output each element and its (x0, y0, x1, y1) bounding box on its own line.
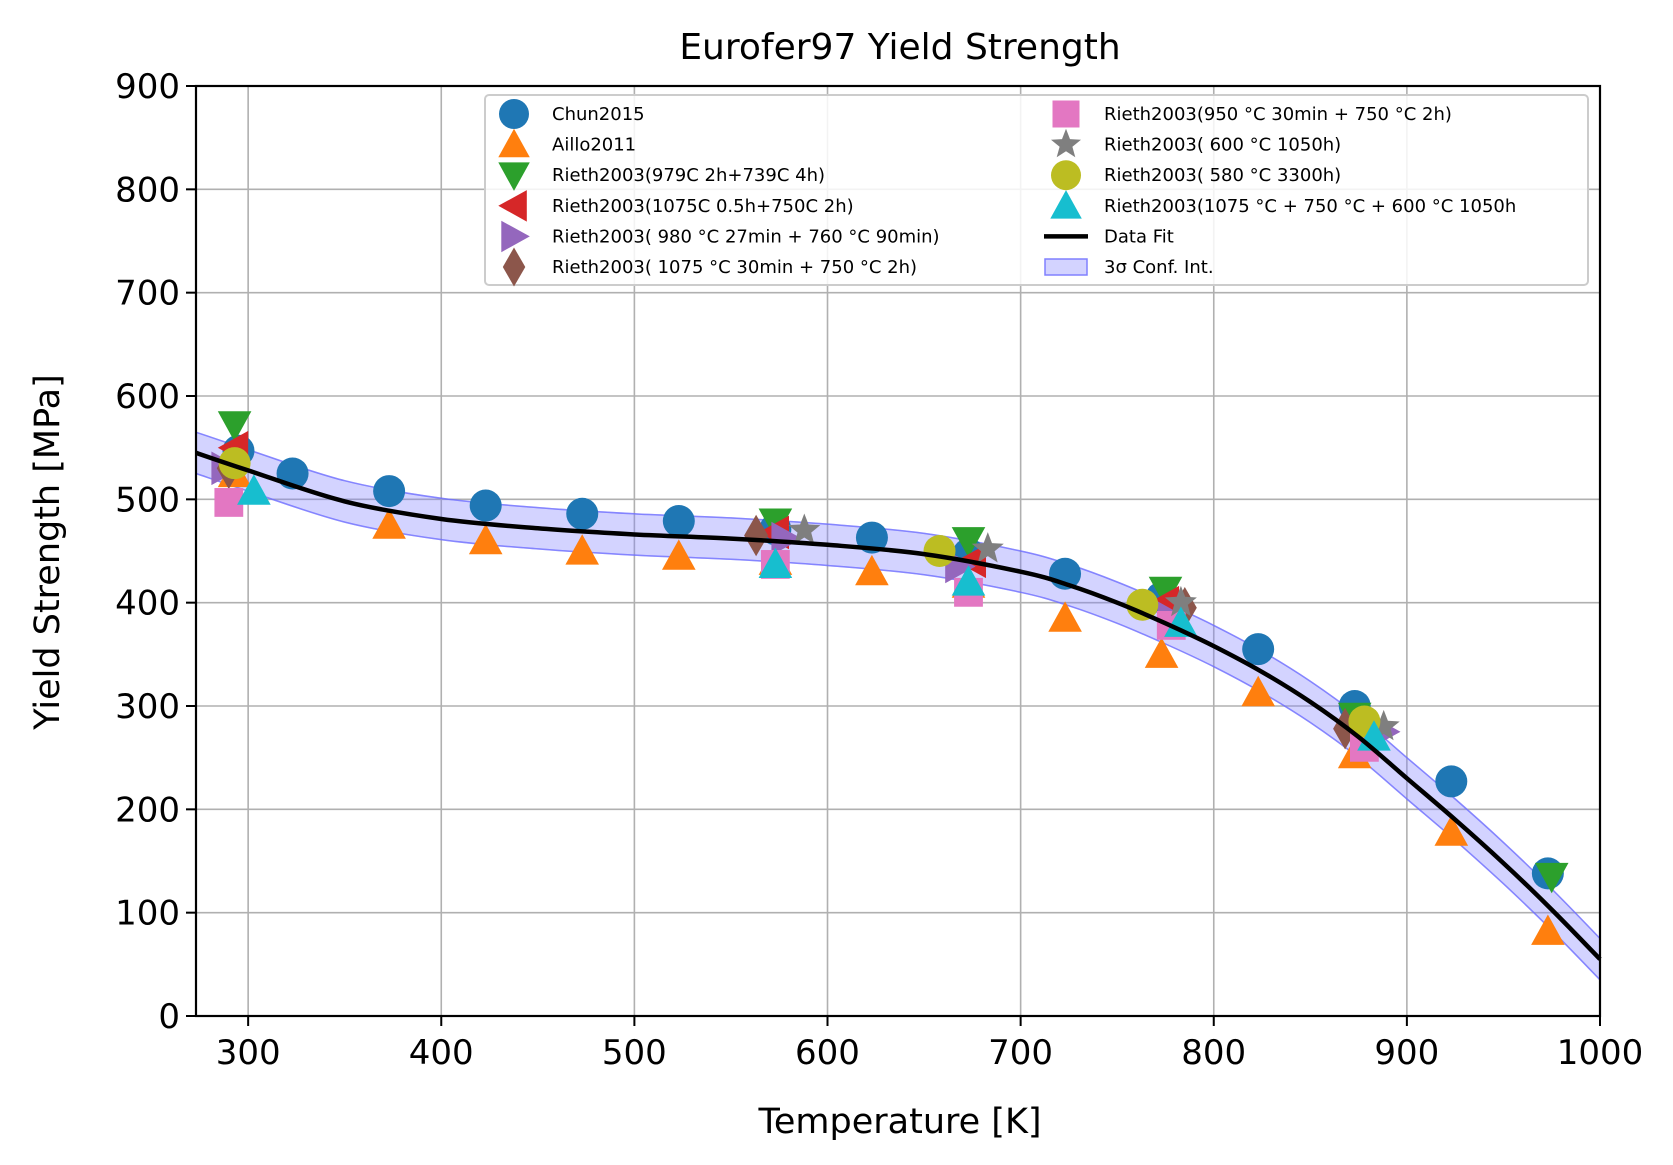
legend-label: Rieth2003(1075C 0.5h+750C 2h) (552, 196, 854, 217)
data-point-series-2 (1434, 815, 1469, 846)
x-tick-label: 500 (602, 1033, 667, 1073)
data-point-series-1 (662, 505, 695, 538)
x-tick-label: 900 (1374, 1033, 1439, 1073)
data-point-series-3 (217, 411, 252, 442)
y-tick-label: 600 (115, 377, 180, 417)
x-tick-label: 400 (409, 1033, 474, 1073)
legend-label: Rieth2003(979C 2h+739C 4h) (552, 165, 825, 186)
data-point-series-9 (1126, 588, 1159, 621)
legend-box (484, 94, 1589, 286)
legend-marker (1051, 160, 1081, 191)
legend-label: 3σ Conf. Int. (1104, 257, 1214, 278)
legend-marker (499, 99, 529, 129)
data-point-series-5 (771, 521, 802, 556)
y-tick-label: 800 (115, 170, 180, 210)
y-tick-label: 200 (115, 790, 180, 830)
legend-marker (1051, 128, 1081, 158)
legend: Chun2015 Aillo2011 Rieth2003(979C 2h+739C … (484, 94, 1589, 287)
data-point-series-8 (788, 513, 821, 544)
data-point-series-1 (566, 497, 599, 530)
legend-marker (502, 247, 526, 287)
legend-label: Rieth2003(1075 °C + 750 °C + 600 °C 1050… (1104, 196, 1516, 217)
y-tick-label: 500 (115, 480, 180, 520)
data-point-series-2 (468, 523, 503, 555)
legend-label: Rieth2003(950 °C 30min + 750 °C 2h) (1104, 104, 1452, 125)
data-point-series-1 (1242, 633, 1275, 666)
legend-marker (1050, 190, 1082, 219)
x-axis-title: Temperature [K] (757, 1102, 1041, 1142)
y-tick-label: 300 (115, 687, 180, 727)
data-point-series-1 (373, 475, 406, 508)
data-point-series-2 (662, 539, 696, 570)
data-point-series-9 (218, 447, 251, 480)
chart-title: Eurofer97 Yield Strength (679, 27, 1120, 68)
data-point-series-10 (951, 565, 986, 596)
y-tick-label: 400 (115, 584, 180, 624)
legend-marker (501, 220, 530, 253)
data-point-series-10 (237, 474, 271, 505)
legend-marker (1052, 100, 1080, 128)
y-tick-label: 700 (115, 274, 180, 314)
data-point-series-8 (971, 532, 1004, 563)
data-point-series-2 (372, 508, 406, 539)
legend-marker (498, 128, 530, 158)
x-tick-label: 1000 (1557, 1033, 1644, 1073)
data-point-series-10 (1164, 606, 1198, 637)
data-point-series-3 (951, 527, 986, 558)
data-point-series-8 (1164, 585, 1197, 617)
x-tick-label: 300 (216, 1033, 281, 1073)
y-tick-label: 100 (115, 894, 180, 934)
data-point-series-2 (1144, 637, 1179, 668)
x-tick-label: 600 (795, 1033, 860, 1073)
x-tick-label: 800 (1181, 1033, 1246, 1073)
data-point-series-2 (1241, 675, 1275, 707)
y-tick-label: 900 (115, 67, 180, 107)
fit-line (195, 450, 1602, 961)
fit-line-layer (195, 450, 1602, 961)
data-point-series-6 (744, 514, 769, 557)
y-tick-label: 0 (158, 997, 180, 1037)
legend-label: Chun2015 (552, 104, 645, 125)
data-point-series-2 (1048, 601, 1082, 632)
data-point-series-2 (855, 554, 889, 586)
legend-label: Data Fit (1104, 226, 1174, 247)
y-axis-title: Yield Strength [MPa] (28, 374, 68, 730)
legend-label: Rieth2003( 1075 °C 30min + 750 °C 2h) (552, 257, 917, 278)
data-point-series-1 (1435, 765, 1468, 798)
x-tick-label: 700 (988, 1033, 1053, 1073)
legend-swatch (1044, 258, 1088, 276)
data-point-series-1 (469, 489, 502, 522)
data-point-series-3 (1148, 576, 1183, 608)
legend-marker (498, 162, 530, 191)
data-point-series-3 (1534, 862, 1569, 894)
legend-marker (498, 190, 527, 222)
data-point-series-2 (1531, 914, 1565, 945)
data-point-series-9 (923, 535, 956, 567)
axis-ticks: 300 400 500 600 700 800 900 1000 0 100 200 300 400 50… (115, 67, 1643, 1073)
data-point-series-10 (758, 547, 793, 578)
confidence-band-lower (195, 472, 1601, 981)
plot-frame (194, 84, 1602, 1018)
legend-label: Rieth2003( 600 °C 1050h) (1104, 135, 1341, 156)
data-point-series-8 (1367, 709, 1400, 741)
legend-label: Rieth2003( 980 °C 27min + 760 °C 90min) (552, 226, 940, 247)
legend-label: Rieth2003( 580 °C 3300h) (1104, 165, 1341, 186)
legend-label: Aillo2011 (552, 135, 636, 156)
data-point-series-2 (565, 534, 599, 565)
